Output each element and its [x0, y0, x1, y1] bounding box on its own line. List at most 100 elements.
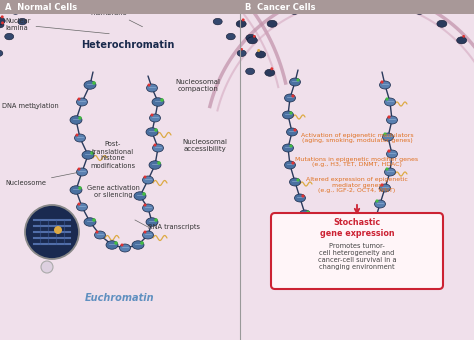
Circle shape [331, 244, 335, 248]
Circle shape [385, 167, 389, 171]
Ellipse shape [265, 69, 275, 76]
Circle shape [144, 204, 146, 206]
Ellipse shape [76, 98, 88, 106]
Circle shape [387, 115, 391, 119]
Text: Nuclear
membrane: Nuclear membrane [90, 3, 143, 27]
Circle shape [381, 183, 383, 187]
Circle shape [356, 240, 359, 243]
Circle shape [25, 205, 79, 259]
Ellipse shape [182, 0, 191, 1]
Circle shape [154, 143, 156, 147]
Circle shape [336, 248, 338, 251]
Ellipse shape [370, 216, 381, 224]
Circle shape [462, 35, 465, 38]
Ellipse shape [237, 50, 246, 56]
Circle shape [92, 218, 96, 222]
Ellipse shape [290, 7, 300, 14]
Circle shape [144, 231, 146, 234]
Circle shape [292, 162, 295, 165]
Text: Stochastic
gene expression: Stochastic gene expression [319, 218, 394, 238]
Ellipse shape [146, 128, 158, 136]
Ellipse shape [70, 186, 82, 194]
Text: B  Cancer Cells: B Cancer Cells [245, 2, 316, 12]
Text: Post-
translational
histone
modifications: Post- translational histone modification… [91, 141, 136, 169]
Ellipse shape [384, 168, 395, 176]
Circle shape [290, 112, 292, 115]
Circle shape [341, 249, 345, 252]
Ellipse shape [149, 161, 161, 169]
Circle shape [296, 79, 300, 82]
Ellipse shape [0, 17, 5, 24]
Ellipse shape [226, 33, 235, 40]
Ellipse shape [386, 116, 398, 124]
Circle shape [142, 192, 146, 196]
Text: Activation of epigenetic modulators
(aging, smoking, modulator genes): Activation of epigenetic modulators (agi… [301, 133, 413, 143]
Ellipse shape [5, 33, 14, 40]
Ellipse shape [390, 0, 401, 5]
Circle shape [160, 98, 164, 102]
Circle shape [78, 203, 81, 205]
Ellipse shape [283, 111, 293, 119]
Text: Nucleosomal
compaction: Nucleosomal compaction [175, 79, 220, 91]
Ellipse shape [386, 150, 398, 158]
Circle shape [41, 261, 53, 273]
Circle shape [154, 218, 158, 222]
Circle shape [375, 199, 379, 203]
Ellipse shape [143, 204, 154, 212]
Ellipse shape [213, 18, 222, 25]
Ellipse shape [247, 37, 257, 44]
Circle shape [387, 149, 391, 153]
Ellipse shape [335, 248, 346, 256]
Circle shape [75, 134, 79, 136]
Ellipse shape [119, 244, 130, 252]
Ellipse shape [246, 34, 256, 41]
Circle shape [54, 226, 62, 234]
Circle shape [78, 186, 82, 190]
Text: Altered expression of epigenetic
mediator genes
(e.g., IGF-2, OCT4, WNT): Altered expression of epigenetic mediato… [306, 177, 408, 193]
Ellipse shape [380, 81, 391, 89]
Circle shape [301, 194, 305, 198]
Ellipse shape [146, 84, 157, 92]
Ellipse shape [152, 98, 164, 106]
Ellipse shape [300, 210, 310, 218]
Circle shape [36, 3, 38, 6]
Circle shape [90, 151, 94, 155]
Bar [0, 14, 240, 340]
Circle shape [370, 216, 374, 219]
Ellipse shape [380, 184, 391, 192]
Ellipse shape [143, 176, 154, 184]
Circle shape [242, 18, 245, 21]
Circle shape [292, 95, 295, 98]
Circle shape [201, 3, 204, 6]
Ellipse shape [84, 81, 96, 89]
Ellipse shape [246, 68, 255, 74]
Ellipse shape [355, 241, 365, 249]
Ellipse shape [456, 37, 466, 44]
Ellipse shape [70, 116, 82, 124]
Ellipse shape [314, 0, 324, 5]
Circle shape [147, 84, 151, 86]
Ellipse shape [33, 5, 42, 12]
Circle shape [140, 241, 144, 245]
Text: A  Normal Cells: A Normal Cells [5, 2, 77, 12]
Circle shape [253, 35, 256, 38]
Ellipse shape [153, 144, 164, 152]
Text: Gene activation
or silencing: Gene activation or silencing [87, 186, 139, 199]
Ellipse shape [149, 114, 161, 122]
Text: Nuclear
lamina: Nuclear lamina [5, 18, 109, 34]
Text: Nucleosomal
accessibility: Nucleosomal accessibility [182, 138, 228, 152]
Circle shape [270, 67, 273, 70]
Ellipse shape [437, 20, 447, 27]
Ellipse shape [283, 144, 293, 152]
Circle shape [257, 49, 260, 52]
Text: Nucleosome: Nucleosome [5, 172, 77, 186]
Circle shape [346, 245, 348, 249]
Ellipse shape [374, 200, 385, 208]
Circle shape [78, 168, 81, 170]
Circle shape [1, 15, 4, 18]
Ellipse shape [307, 224, 318, 232]
Circle shape [296, 178, 300, 182]
Circle shape [313, 224, 317, 227]
Ellipse shape [236, 20, 246, 28]
Ellipse shape [339, 0, 349, 1]
